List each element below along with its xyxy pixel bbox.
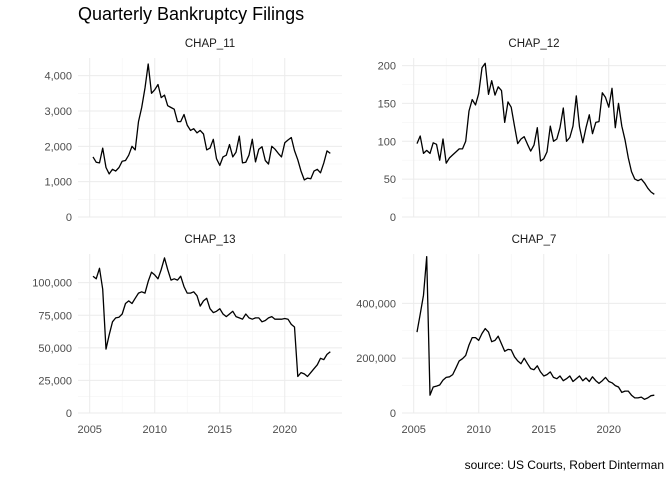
chap-13-y-tick-label: 50,000 xyxy=(38,343,72,355)
chap-12-y-tick-label: 50 xyxy=(384,174,396,186)
chap-7-x-tick-label: 2005 xyxy=(401,424,425,436)
chap-11-y-tick-label: 3,000 xyxy=(44,106,72,118)
chap-13-x-tick-label: 2005 xyxy=(77,424,101,436)
chap-7-y-tick-label: 200,000 xyxy=(356,353,396,365)
chap-13-y-tick-label: 100,000 xyxy=(32,278,72,290)
chap-7-x-tick-label: 2020 xyxy=(597,424,621,436)
chap-13-x-tick-label: 2020 xyxy=(273,424,297,436)
chart-title: Quarterly Bankruptcy Filings xyxy=(78,4,305,24)
chap-11-series-line xyxy=(92,63,331,181)
chap-11-y-tick-label: 1,000 xyxy=(44,177,72,189)
chap-11-y-tick-label: 2,000 xyxy=(44,141,72,153)
chap-12-y-tick-label: 150 xyxy=(378,98,396,110)
chap-7-strip-label: CHAP_7 xyxy=(512,234,557,246)
chap-7-y-tick-label: 400,000 xyxy=(356,298,396,310)
chap-12-y-tick-label: 200 xyxy=(378,61,396,73)
chart-caption: source: US Courts, Robert Dinterman xyxy=(464,458,664,472)
chap-7-x-tick-label: 2015 xyxy=(532,424,556,436)
chap-12-y-tick-label: 100 xyxy=(378,136,396,148)
chap-7-series-line xyxy=(416,256,655,400)
chap-12-strip-label: CHAP_12 xyxy=(508,38,559,50)
chap-13-y-tick-label: 0 xyxy=(66,408,72,420)
chap-7-y-tick-label: 0 xyxy=(390,408,396,420)
chap-12-series-line xyxy=(416,62,655,195)
chap-7-x-tick-label: 2010 xyxy=(466,424,490,436)
chap-13-y-tick-label: 25,000 xyxy=(38,375,72,387)
chap-13-series-line xyxy=(92,257,331,378)
chap-13-y-tick-label: 75,000 xyxy=(38,310,72,322)
chap-11-y-tick-label: 4,000 xyxy=(44,71,72,83)
chap-11-y-tick-label: 0 xyxy=(66,212,72,224)
chap-13-x-tick-label: 2015 xyxy=(208,424,232,436)
chap-13-strip-label: CHAP_13 xyxy=(184,234,235,246)
chap-13-x-tick-label: 2010 xyxy=(142,424,166,436)
chap-11-strip-label: CHAP_11 xyxy=(185,38,235,50)
chap-12-y-tick-label: 0 xyxy=(390,212,396,224)
